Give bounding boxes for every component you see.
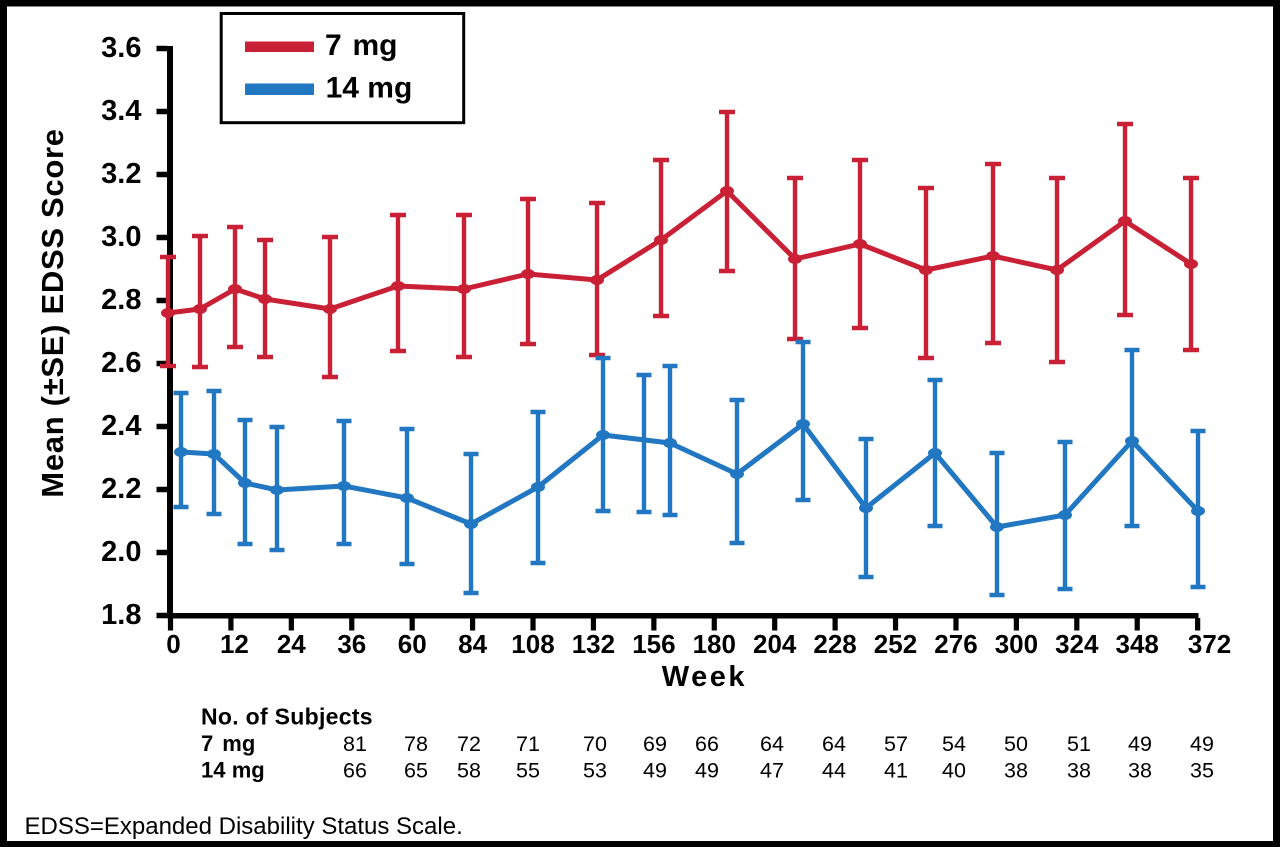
svg-text:36: 36 <box>337 629 366 659</box>
svg-text:14: 14 <box>201 758 226 783</box>
svg-text:204: 204 <box>753 629 797 659</box>
svg-text:64: 64 <box>822 732 846 756</box>
svg-text:mg: mg <box>353 29 398 62</box>
svg-text:66: 66 <box>343 759 367 783</box>
svg-text:348: 348 <box>1116 629 1159 659</box>
svg-text:252: 252 <box>874 629 917 659</box>
svg-text:60: 60 <box>398 629 427 659</box>
svg-text:49: 49 <box>643 759 667 783</box>
svg-text:24: 24 <box>277 629 306 659</box>
svg-text:132: 132 <box>572 629 615 659</box>
svg-text:12: 12 <box>220 629 249 659</box>
svg-text:EDSS=Expanded Disability Statu: EDSS=Expanded Disability Status Scale. <box>25 813 463 840</box>
svg-text:mg: mg <box>222 731 255 756</box>
svg-text:0: 0 <box>166 629 180 659</box>
svg-text:7: 7 <box>201 731 213 756</box>
svg-text:300: 300 <box>995 629 1038 659</box>
svg-text:Mean (±SE) EDSS Score: Mean (±SE) EDSS Score <box>35 128 70 497</box>
svg-text:3.4: 3.4 <box>101 95 141 127</box>
svg-text:Week: Week <box>662 661 747 693</box>
svg-text:50: 50 <box>1004 732 1028 756</box>
svg-text:2.8: 2.8 <box>101 284 141 316</box>
svg-text:38: 38 <box>1067 759 1091 783</box>
svg-text:84: 84 <box>458 629 487 659</box>
svg-text:71: 71 <box>516 732 540 756</box>
svg-text:180: 180 <box>693 629 736 659</box>
svg-text:372: 372 <box>1188 629 1231 659</box>
svg-text:47: 47 <box>760 759 784 783</box>
svg-text:228: 228 <box>813 629 856 659</box>
svg-text:49: 49 <box>695 759 719 783</box>
svg-text:35: 35 <box>1190 759 1214 783</box>
svg-text:81: 81 <box>343 732 367 756</box>
svg-text:78: 78 <box>404 732 428 756</box>
svg-text:58: 58 <box>457 759 481 783</box>
svg-text:No. of Subjects: No. of Subjects <box>201 704 373 730</box>
svg-text:324: 324 <box>1055 629 1099 659</box>
svg-text:108: 108 <box>511 629 554 659</box>
svg-text:54: 54 <box>942 732 966 756</box>
svg-text:40: 40 <box>942 759 966 783</box>
svg-text:55: 55 <box>516 759 540 783</box>
svg-text:70: 70 <box>583 732 607 756</box>
svg-text:57: 57 <box>884 732 908 756</box>
svg-text:38: 38 <box>1004 759 1028 783</box>
svg-text:51: 51 <box>1067 732 1091 756</box>
svg-text:3.6: 3.6 <box>101 32 141 64</box>
svg-text:65: 65 <box>404 759 428 783</box>
svg-text:1.8: 1.8 <box>101 599 141 631</box>
svg-text:64: 64 <box>760 732 784 756</box>
svg-text:mg: mg <box>232 758 265 783</box>
svg-text:3.0: 3.0 <box>101 221 141 253</box>
svg-text:41: 41 <box>884 759 908 783</box>
svg-text:7: 7 <box>325 29 342 62</box>
svg-text:2.0: 2.0 <box>101 536 141 568</box>
svg-text:2.2: 2.2 <box>101 473 141 505</box>
svg-text:2.4: 2.4 <box>101 410 141 442</box>
svg-text:49: 49 <box>1190 732 1214 756</box>
svg-text:276: 276 <box>934 629 977 659</box>
svg-text:66: 66 <box>695 732 719 756</box>
svg-text:156: 156 <box>632 629 675 659</box>
svg-text:14 mg: 14 mg <box>326 72 413 105</box>
svg-text:38: 38 <box>1128 759 1152 783</box>
svg-text:44: 44 <box>822 759 846 783</box>
svg-text:2.6: 2.6 <box>101 347 141 379</box>
svg-text:69: 69 <box>643 732 667 756</box>
svg-text:3.2: 3.2 <box>101 158 141 190</box>
svg-text:49: 49 <box>1128 732 1152 756</box>
svg-text:72: 72 <box>457 732 481 756</box>
svg-text:53: 53 <box>583 759 607 783</box>
